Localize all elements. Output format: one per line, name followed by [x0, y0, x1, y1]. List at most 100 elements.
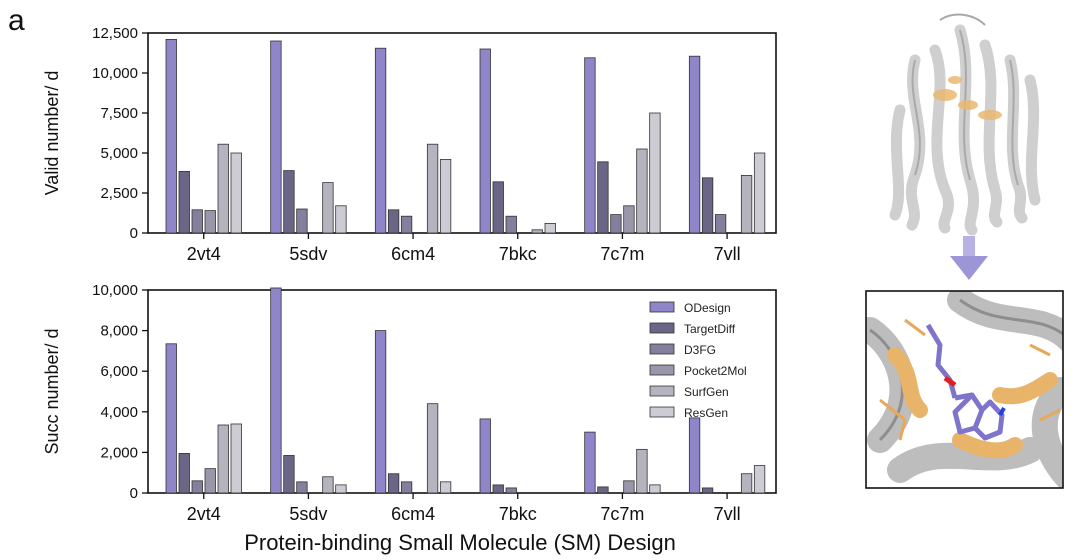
- bar-surfgen-2vt4: [217, 424, 229, 494]
- bar-d3fg-5sdv: [296, 481, 308, 494]
- y-axis-label: Succ number/ d: [42, 328, 62, 454]
- bar-resgen-7bkc: [544, 222, 556, 234]
- bar-targetdiff-7vll: [701, 177, 714, 234]
- y-tick-label: 0: [130, 485, 138, 502]
- legend: ODesign TargetDiff D3FG Pocket2Mol SurfGen Re…: [649, 301, 747, 420]
- x-tick-label-7vll: 7vll: [714, 244, 741, 264]
- bar-surfgen-7vll: [740, 174, 753, 234]
- legend-swatch-pocket2mol: [649, 364, 675, 376]
- bar-d3fg-7vll: [714, 214, 727, 234]
- bar-targetdiff-5sdv: [283, 170, 295, 234]
- bar-pocket2mol-2vt4: [204, 468, 216, 494]
- bar-targetdiff-2vt4: [178, 170, 190, 234]
- chart-frame: [147, 289, 777, 494]
- bar-surfgen-7c7m: [636, 448, 648, 494]
- y-tick-label: 8,000: [100, 323, 138, 340]
- bar-targetdiff-7vll: [701, 487, 714, 494]
- bar-odesign-6cm4: [374, 47, 387, 234]
- bar-d3fg-5sdv: [296, 208, 308, 234]
- y-axis: 0 2,500 5,000 7,500 10,000 12,500: [92, 25, 148, 242]
- bar-resgen-5sdv: [335, 205, 347, 234]
- bar-resgen-2vt4: [230, 423, 242, 494]
- x-tick-label-7c7m: 7c7m: [600, 504, 644, 524]
- bar-surfgen-5sdv: [322, 476, 334, 494]
- legend-swatch-surfgen: [649, 385, 675, 397]
- bar-targetdiff-5sdv: [283, 455, 295, 494]
- x-tick-label-6cm4: 6cm4: [391, 504, 435, 524]
- x-tick-label-5sdv: 5sdv: [289, 244, 327, 264]
- y-tick-label: 10,000: [92, 282, 138, 299]
- legend-label-pocket2mol: Pocket2Mol: [684, 364, 747, 378]
- legend-swatch-d3fg: [649, 343, 675, 355]
- bar-resgen-7c7m: [649, 112, 661, 234]
- bar-resgen-6cm4: [439, 481, 452, 494]
- valid-number-chart: 0 2,500 5,000 7,500 10,000 12,500 2vt4 5sdv 6cm…: [42, 25, 777, 264]
- x-axis: 2vt4 5sdv 6cm4 7bkc 7c7m 7vll: [187, 493, 741, 524]
- bar-resgen-7vll: [753, 152, 766, 234]
- bar-odesign-7bkc: [479, 418, 491, 494]
- y-tick-label: 10,000: [92, 65, 138, 82]
- y-tick-label: 5,000: [100, 145, 138, 162]
- bar-pocket2mol-7c7m: [623, 205, 635, 234]
- bar-resgen-5sdv: [335, 484, 347, 494]
- legend-label-surfgen: SurfGen: [684, 385, 729, 399]
- bar-odesign-6cm4: [374, 330, 387, 494]
- bar-resgen-7c7m: [649, 484, 661, 494]
- bar-resgen-7vll: [753, 465, 766, 494]
- bar-targetdiff-2vt4: [178, 453, 190, 494]
- legend-swatch-resgen: [649, 406, 675, 418]
- bar-targetdiff-7c7m: [597, 486, 609, 494]
- y-tick-label: 12,500: [92, 25, 138, 42]
- x-tick-label-5sdv: 5sdv: [289, 504, 327, 524]
- y-tick-label: 4,000: [100, 404, 138, 421]
- legend-label-resgen: ResGen: [684, 406, 728, 420]
- bar-odesign-7bkc: [479, 48, 491, 234]
- y-axis-label: Valid number/ d: [42, 71, 62, 196]
- down-arrow-icon: [950, 236, 988, 280]
- bar-resgen-2vt4: [230, 152, 242, 234]
- bar-odesign-7vll: [688, 55, 701, 234]
- bar-odesign-5sdv: [270, 287, 282, 494]
- bar-targetdiff-6cm4: [387, 209, 400, 234]
- x-tick-label-7c7m: 7c7m: [600, 244, 644, 264]
- y-tick-label: 7,500: [100, 105, 138, 122]
- binding-pocket-image: [865, 290, 1064, 489]
- x-axis: 2vt4 5sdv 6cm4 7bkc 7c7m 7vll: [187, 233, 741, 264]
- bar-targetdiff-7c7m: [597, 161, 609, 234]
- bar-surfgen-7vll: [740, 473, 753, 494]
- legend-swatch-odesign: [649, 301, 675, 313]
- bar-targetdiff-6cm4: [387, 473, 400, 494]
- bar-surfgen-2vt4: [217, 143, 229, 234]
- legend-label-targetdiff: TargetDiff: [684, 322, 736, 336]
- x-tick-label-6cm4: 6cm4: [391, 244, 435, 264]
- bar-pocket2mol-7c7m: [623, 480, 635, 494]
- x-tick-label-2vt4: 2vt4: [187, 504, 221, 524]
- bar-targetdiff-7bkc: [492, 181, 504, 234]
- bar-resgen-6cm4: [439, 158, 452, 234]
- bar-group: [165, 39, 766, 234]
- x-axis-title: Protein-binding Small Molecule (SM) Desi…: [244, 530, 676, 555]
- bar-surfgen-7bkc: [531, 229, 543, 234]
- x-tick-label-7bkc: 7bkc: [499, 504, 537, 524]
- bar-d3fg-2vt4: [191, 480, 203, 494]
- bar-surfgen-6cm4: [426, 143, 439, 234]
- bar-d3fg-6cm4: [400, 481, 413, 494]
- bar-d3fg-6cm4: [400, 215, 413, 234]
- bar-surfgen-5sdv: [322, 182, 334, 234]
- bar-odesign-7vll: [688, 417, 701, 494]
- legend-swatch-targetdiff: [649, 322, 675, 334]
- succ-number-chart: 0 2,000 4,000 6,000 8,000 10,000 2vt4 5sdv 6cm4…: [42, 282, 777, 524]
- y-tick-label: 6,000: [100, 363, 138, 380]
- bar-targetdiff-7bkc: [492, 484, 504, 494]
- y-tick-label: 0: [130, 225, 138, 242]
- y-tick-label: 2,500: [100, 185, 138, 202]
- y-tick-label: 2,000: [100, 444, 138, 461]
- bar-odesign-5sdv: [270, 40, 282, 234]
- chart-frame: [147, 32, 777, 234]
- bar-odesign-2vt4: [165, 343, 177, 494]
- bar-surfgen-6cm4: [426, 403, 439, 494]
- legend-label-d3fg: D3FG: [684, 343, 716, 357]
- x-tick-label-7bkc: 7bkc: [499, 244, 537, 264]
- bar-d3fg-2vt4: [191, 209, 203, 234]
